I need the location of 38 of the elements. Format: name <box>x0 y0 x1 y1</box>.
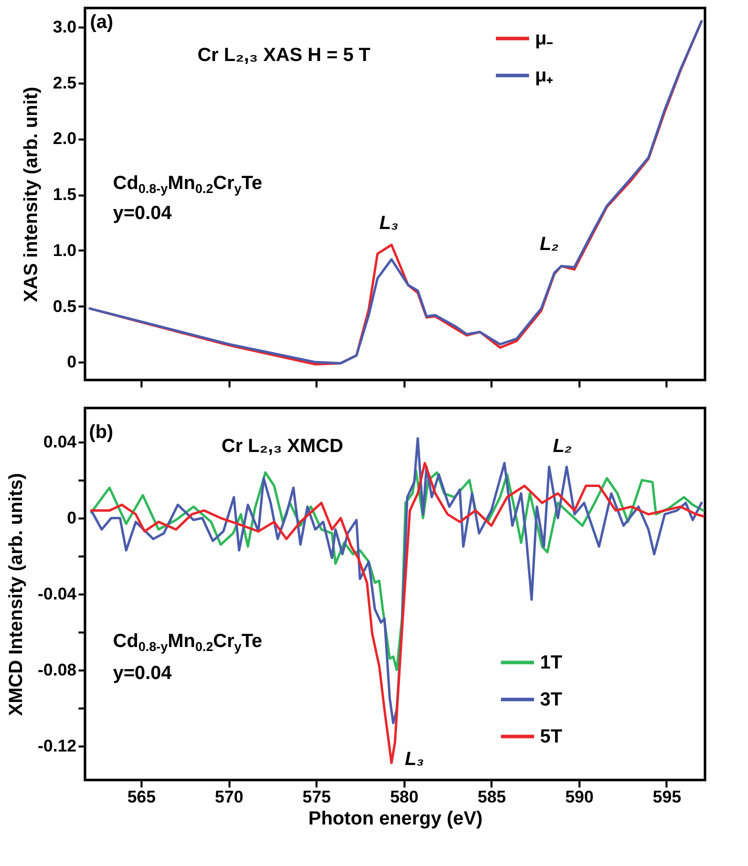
annotation: L₂ <box>540 234 559 256</box>
x-tick-label: 585 <box>478 788 506 806</box>
legend-label: 5T <box>540 726 563 748</box>
x-tick-label: 595 <box>652 788 682 806</box>
annotation: L₃ <box>379 212 398 234</box>
annotation: L₂ <box>552 436 572 457</box>
y-tick-label: 0 <box>67 352 76 372</box>
y-axis-title: XAS intensity (arb. unit) <box>20 86 42 302</box>
annotation: (b) <box>89 422 114 443</box>
y-tick-label: 2.0 <box>52 129 76 148</box>
x-tick-label: 575 <box>302 788 331 806</box>
x-tick-label: 580 <box>390 788 418 806</box>
y-tick-label: -0.04 <box>38 584 78 604</box>
annotation: y=0.04 <box>113 203 172 224</box>
y-tick-label: 3.0 <box>52 17 76 36</box>
y-tick-label: 0.04 <box>43 432 78 452</box>
annotation: Cr L₂,₃ XMCD <box>221 436 344 457</box>
x-tick-label: 590 <box>565 788 594 806</box>
y-tick-label: -0.08 <box>38 660 76 680</box>
y-tick-label: -0.12 <box>38 736 76 756</box>
y-tick-label: 1.0 <box>52 240 76 260</box>
annotation: (a) <box>90 12 114 33</box>
annotation: Cr L₂,₃ XAS H = 5 T <box>197 45 371 66</box>
x-tick-label: 565 <box>127 788 156 806</box>
line-series <box>90 462 704 764</box>
y-axis-title: XMCD Intensity (arb. units) <box>6 473 27 716</box>
legend-label: 1T <box>540 652 563 674</box>
y-tick-label: 0 <box>67 508 76 528</box>
legend-label: μ₊ <box>535 66 554 86</box>
legend-label: μ₋ <box>535 28 554 50</box>
y-tick-label: 0.5 <box>52 296 76 316</box>
y-tick-label: 2.5 <box>52 73 76 92</box>
annotation: y=0.04 <box>113 663 172 684</box>
annotation: L₃ <box>404 748 424 770</box>
x-axis-title: Photon energy (eV) <box>308 808 483 830</box>
x-tick-label: 570 <box>214 788 244 806</box>
legend-label: 3T <box>540 690 563 710</box>
y-tick-label: 1.5 <box>52 185 76 204</box>
